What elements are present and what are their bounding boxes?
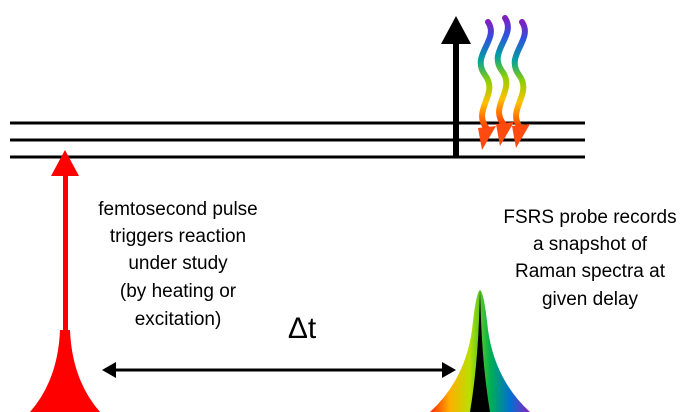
- pump-label: femtosecond pulse: [98, 199, 258, 220]
- energy-levels: [10, 121, 585, 159]
- raman-waves: [477, 15, 528, 133]
- probe-arrow: [441, 16, 471, 157]
- pump-label: triggers reaction: [110, 226, 246, 247]
- delay-label: Δt: [288, 312, 317, 345]
- pump-text: femtosecond pulse triggers reaction unde…: [98, 199, 258, 330]
- pump-label: under study: [128, 253, 228, 274]
- pump-label: excitation): [135, 309, 222, 330]
- probe-pulse: [430, 290, 530, 412]
- probe-label: a snapshot of: [533, 234, 648, 255]
- probe-label: given delay: [542, 289, 639, 310]
- raman-wave-heads: [478, 122, 530, 150]
- probe-label: Raman spectra at: [515, 261, 666, 282]
- pump-pulse: [30, 150, 100, 412]
- delay-arrow-heads: [102, 362, 456, 378]
- probe-text: FSRS probe records a snapshot of Raman s…: [503, 207, 676, 310]
- probe-label: FSRS probe records: [503, 207, 676, 228]
- pump-label: (by heating or: [120, 281, 237, 302]
